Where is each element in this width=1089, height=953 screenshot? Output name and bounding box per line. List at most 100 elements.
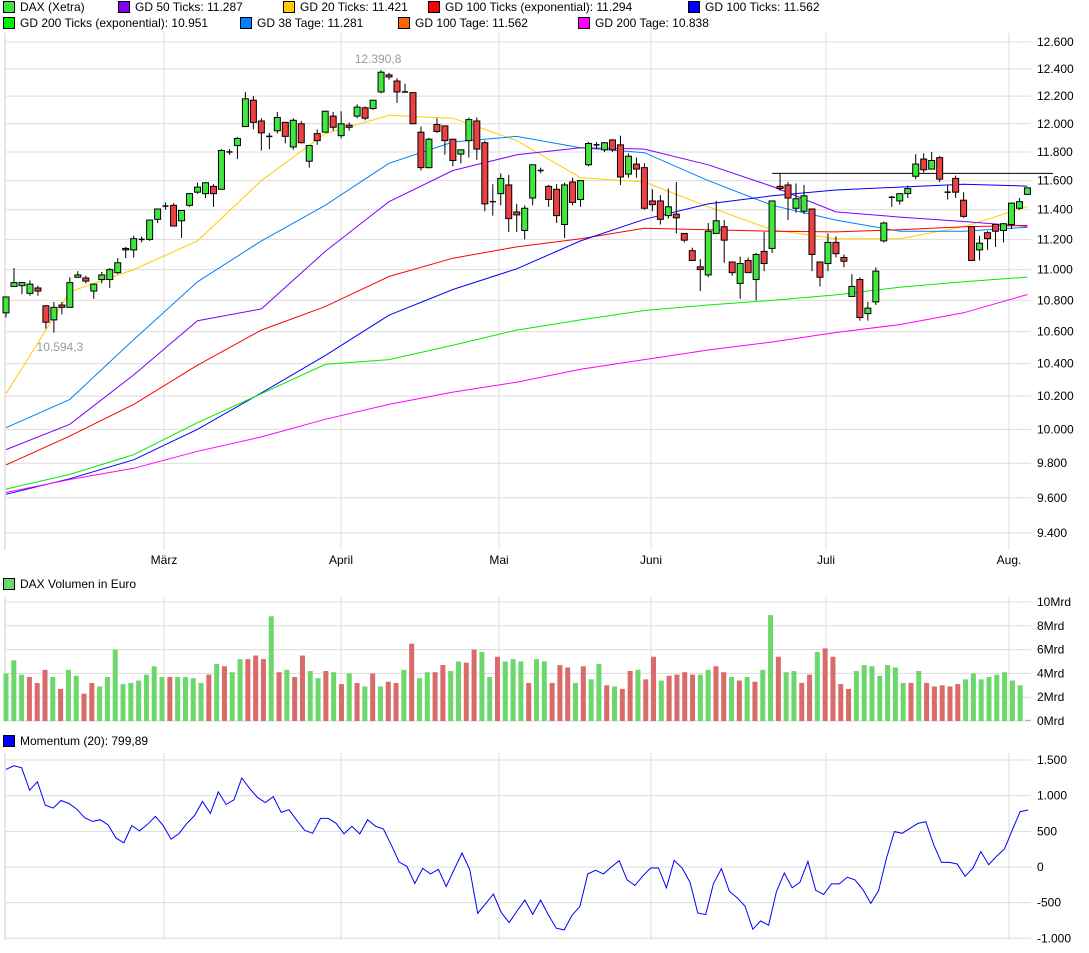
candle-up (10, 282, 18, 287)
candle-up (880, 222, 888, 242)
candle-up (904, 188, 912, 195)
volume-bar-up (128, 682, 134, 721)
volume-bar-up (11, 660, 17, 721)
volume-bar-down (34, 682, 40, 721)
volume-bar-up (3, 673, 9, 721)
volume-bar-up (19, 674, 25, 721)
legend-gd20: GD 20 Ticks: 11.421 (283, 0, 408, 14)
candle-down (616, 144, 624, 178)
legend-gd100-tage: GD 100 Tage: 11.562 (398, 16, 528, 30)
volume-bar-up (986, 676, 992, 721)
candle-up (146, 219, 154, 240)
legend-swatch (3, 1, 15, 13)
volume-bar-up (760, 669, 766, 721)
volume-bar-up (596, 663, 602, 721)
candle-up (26, 283, 34, 294)
candle-down (968, 226, 976, 261)
volume-bar-up (143, 674, 149, 721)
candle-up (601, 142, 608, 151)
candle-up (585, 142, 593, 166)
legend-swatch (3, 735, 15, 747)
volume-bar-up (744, 676, 750, 721)
moving-average-line-gd-100-ticks-exponential- (5, 224, 1028, 466)
candle-down (680, 232, 688, 241)
candle-down (313, 133, 321, 142)
volume-bar-up (159, 676, 165, 721)
candle-up (217, 150, 225, 190)
candle-down (441, 125, 449, 142)
volume-bar-down (931, 686, 937, 721)
candle-up (928, 159, 936, 170)
volume-bar-up (1025, 719, 1031, 721)
volume-bar-up (479, 651, 485, 721)
volume-bar-down (253, 655, 259, 721)
legend-label: GD 200 Tage: 10.838 (595, 16, 709, 30)
volume-bar-up (190, 678, 196, 721)
volume-bar-up (612, 686, 618, 721)
volume-bar-down (955, 684, 961, 721)
price-tick-label: 10.000 (1037, 422, 1074, 436)
candle-down (984, 232, 992, 240)
price-tick-label: 9.400 (1037, 526, 1067, 540)
volume-bar-up (331, 672, 337, 721)
volume-bar-down (846, 688, 852, 721)
volume-bar-up (541, 661, 547, 721)
volume-bar-down (822, 648, 828, 721)
volume-bar-up (175, 676, 181, 721)
candle-up (457, 149, 465, 155)
price-tick-label: 10.600 (1037, 325, 1074, 339)
volume-bar-down (775, 656, 781, 721)
volume-bar-up (455, 661, 461, 721)
volume-bar-up (97, 686, 103, 721)
candle-up (154, 208, 162, 220)
volume-bar-up (50, 676, 56, 721)
price-tick-label: 9.800 (1037, 456, 1067, 470)
candle-down (656, 200, 664, 220)
legend-swatch (3, 578, 15, 590)
candle-down (170, 204, 178, 227)
candle-down (832, 241, 840, 255)
candle-down (122, 247, 130, 251)
volume-bar-up (424, 672, 430, 721)
volume-bar-up (104, 676, 110, 721)
moving-average-line-gd-200-tage (5, 294, 1028, 493)
candle-up (106, 269, 114, 281)
candle-up (425, 138, 433, 169)
candle-up (353, 106, 361, 117)
candle-up (1023, 187, 1031, 195)
candle-down (840, 256, 848, 262)
volume-bar-up (885, 665, 891, 721)
volume-bar-up (315, 678, 321, 721)
candle-up (1015, 201, 1023, 209)
month-tick-label: Aug. (997, 553, 1022, 567)
volume-bar-up (518, 661, 524, 721)
price-tick-label: 12.000 (1037, 117, 1074, 131)
candle-down (640, 167, 648, 209)
legend-gd100-exp: GD 100 Ticks (exponential): 11.294 (428, 0, 632, 14)
candle-up (273, 116, 281, 132)
candle-up (130, 238, 138, 251)
volume-bar-up (487, 676, 493, 721)
volume-bar-up (705, 669, 711, 721)
volume-bar-down (682, 672, 688, 721)
candle-down (816, 261, 824, 278)
legend-label: DAX (Xetra) (20, 0, 85, 14)
candle-up (752, 253, 760, 281)
candle-down (648, 200, 656, 206)
momentum-tick-label: 1.000 (1037, 789, 1067, 803)
candle-up (321, 110, 329, 133)
volume-bar-down (471, 649, 477, 721)
candle-up (90, 283, 98, 292)
volume-bar-up (1017, 685, 1023, 721)
candle-up (178, 209, 186, 222)
price-tick-label: 12.400 (1037, 62, 1074, 76)
legend-swatch (283, 1, 295, 13)
volume-bar-down (393, 682, 399, 721)
candle-up (337, 123, 345, 137)
legend-label: Momentum (20): 799,89 (20, 734, 149, 748)
volume-bar-up (1002, 672, 1008, 721)
legend-label: GD 200 Ticks (exponential): 10.951 (20, 16, 209, 30)
candle-up (465, 119, 473, 142)
candle-up (50, 306, 58, 321)
